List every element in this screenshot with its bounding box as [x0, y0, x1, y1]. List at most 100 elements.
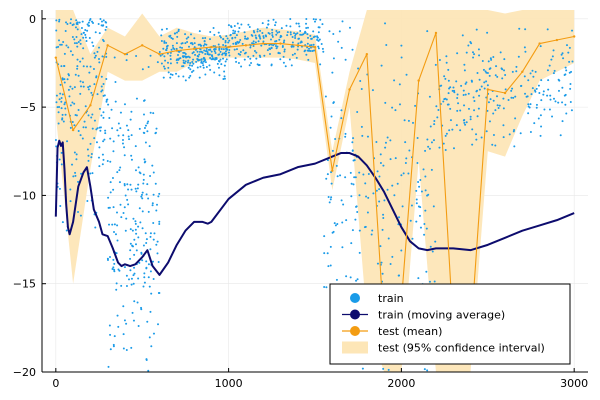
train-point: [561, 52, 564, 55]
train-point: [228, 39, 231, 42]
test-mean-point: [365, 52, 369, 56]
train-point: [188, 56, 191, 59]
train-point: [349, 276, 352, 279]
train-point: [65, 229, 68, 232]
train-point: [371, 229, 374, 232]
train-point: [125, 285, 128, 288]
train-point: [429, 245, 432, 248]
train-point: [240, 23, 243, 26]
test-mean-point: [71, 128, 75, 132]
test-mean-point: [348, 88, 351, 91]
train-point: [88, 85, 91, 88]
train-point: [246, 37, 249, 40]
train-point: [77, 210, 80, 213]
train-point: [93, 56, 96, 59]
train-point: [214, 51, 217, 54]
train-point: [119, 166, 122, 169]
train-point: [235, 48, 238, 51]
train-point: [280, 27, 283, 30]
train-point: [102, 158, 105, 161]
train-point: [248, 64, 251, 67]
train-point: [184, 60, 187, 63]
train-point: [419, 206, 422, 209]
train-point: [223, 70, 226, 73]
train-point: [268, 53, 271, 56]
train-point: [210, 58, 213, 61]
train-point: [134, 169, 137, 172]
train-point: [163, 55, 166, 58]
x-tick-label: 1000: [215, 377, 243, 390]
train-point: [101, 163, 104, 166]
train-point: [542, 93, 545, 96]
train-point: [323, 235, 326, 238]
train-point: [98, 46, 101, 49]
train-point: [262, 36, 265, 39]
train-point: [565, 44, 568, 47]
train-point: [352, 137, 355, 140]
train-point: [127, 135, 130, 138]
legend-train-marker: [350, 293, 360, 303]
legend-marker: [350, 326, 360, 336]
train-point: [80, 33, 83, 36]
train-point: [424, 149, 427, 152]
train-point: [362, 173, 365, 176]
train-point: [149, 54, 152, 57]
train-point: [118, 269, 121, 272]
train-point: [263, 54, 266, 57]
train-point: [254, 34, 257, 37]
train-point: [391, 255, 394, 258]
train-point: [133, 266, 136, 269]
train-point: [201, 37, 204, 40]
legend-marker: [350, 309, 360, 320]
train-point: [116, 129, 119, 132]
train-point: [76, 65, 79, 68]
train-point: [486, 109, 489, 112]
train-point: [202, 44, 205, 47]
train-point: [100, 85, 103, 88]
train-point: [158, 220, 161, 223]
train-point: [291, 41, 294, 44]
train-point: [200, 61, 203, 64]
train-point: [337, 40, 340, 43]
train-point: [71, 163, 74, 166]
train-point: [379, 153, 382, 156]
train-point: [504, 88, 507, 91]
train-point: [197, 55, 200, 58]
train-point: [175, 42, 178, 45]
train-point: [420, 190, 423, 193]
train-point: [314, 35, 317, 38]
train-point: [324, 95, 327, 98]
train-point: [62, 41, 65, 44]
train-point: [236, 22, 239, 25]
train-point: [63, 52, 66, 55]
train-point: [111, 127, 114, 130]
train-point: [233, 32, 236, 35]
train-point: [98, 107, 101, 110]
train-point: [141, 227, 144, 230]
train-point: [569, 101, 572, 104]
train-point: [201, 51, 204, 54]
train-point: [185, 37, 188, 40]
y-tick-label: −20: [13, 366, 36, 379]
train-point: [289, 25, 292, 28]
train-point: [87, 86, 90, 89]
train-point: [91, 113, 94, 116]
train-point: [204, 52, 207, 55]
train-point: [512, 96, 515, 99]
train-point: [178, 57, 181, 60]
train-point: [238, 26, 241, 29]
train-point: [173, 32, 176, 35]
train-point: [507, 98, 510, 101]
train-point: [425, 227, 428, 230]
train-point: [204, 37, 207, 39]
test-mean-point: [175, 49, 178, 52]
train-point: [203, 40, 206, 43]
train-point: [465, 121, 468, 124]
train-point: [226, 37, 229, 40]
train-point: [539, 45, 542, 48]
train-point: [353, 159, 356, 162]
train-point: [345, 275, 348, 278]
train-point: [213, 58, 216, 61]
train-point: [386, 188, 389, 191]
train-point: [473, 53, 476, 56]
